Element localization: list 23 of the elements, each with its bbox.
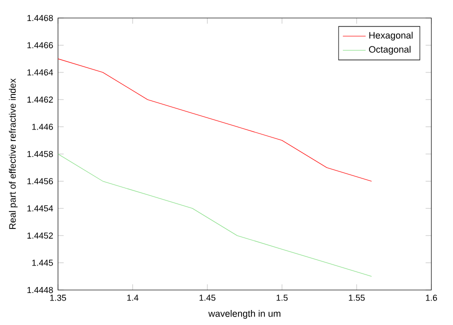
x-tick-label: 1.5 bbox=[276, 294, 288, 301]
y-axis-title: Real part of effective refractive index bbox=[8, 78, 18, 229]
y-tick-label: 1.4462 bbox=[27, 96, 53, 103]
legend-label: Hexagonal bbox=[369, 32, 413, 40]
y-tick-label: 1.4468 bbox=[27, 14, 53, 22]
y-tick-label: 1.4458 bbox=[27, 150, 53, 158]
y-tick-label: 1.4456 bbox=[27, 178, 53, 184]
x-tick-label: 1.35 bbox=[50, 294, 66, 301]
line-series bbox=[58, 154, 372, 277]
legend-label: Octagonal bbox=[369, 46, 410, 55]
y-tick-label: 1.446 bbox=[32, 124, 53, 130]
y-tick-label: 1.4466 bbox=[27, 42, 53, 48]
y-tick-label: 1.4454 bbox=[27, 205, 54, 212]
y-tick-label: 1.445 bbox=[32, 260, 53, 266]
y-tick-label: 1.4448 bbox=[27, 286, 53, 294]
x-tick-label: 1.45 bbox=[200, 294, 216, 301]
line-series bbox=[58, 58, 372, 182]
x-tick-label: 1.55 bbox=[348, 294, 365, 301]
y-tick-label: 1.4452 bbox=[27, 232, 53, 239]
y-tick-label: 1.4464 bbox=[27, 69, 54, 76]
x-tick-label: 1.6 bbox=[426, 294, 437, 301]
x-tick-label: 1.4 bbox=[127, 294, 138, 301]
x-axis-title: wavelength in um bbox=[208, 310, 280, 319]
